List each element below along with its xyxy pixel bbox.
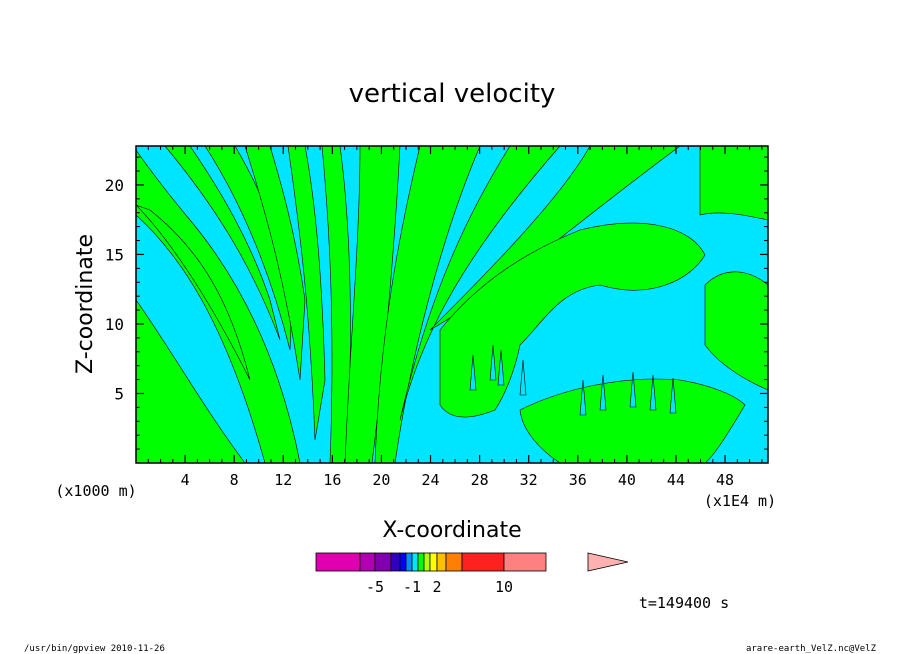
footer-left: /usr/bin/gpview 2010-11-26 bbox=[24, 644, 165, 654]
colorbar-segment bbox=[405, 552, 413, 572]
colorbar-segment bbox=[374, 552, 392, 572]
positive-region-6 bbox=[244, 146, 306, 381]
contour-regions bbox=[136, 146, 768, 463]
x-unit-right: (x1E4 m) bbox=[704, 492, 776, 510]
colorbar-segment bbox=[399, 552, 407, 572]
negative-spike bbox=[629, 371, 637, 408]
x-tick-label: 4 bbox=[181, 471, 190, 489]
plot-area bbox=[135, 145, 769, 464]
x-tick-label: 32 bbox=[520, 471, 538, 489]
x-axis-label: X-coordinate bbox=[382, 518, 521, 543]
positive-region-7 bbox=[287, 146, 326, 441]
colorbar-segment bbox=[417, 552, 425, 572]
colorbar-segment bbox=[359, 552, 376, 572]
positive-region-1 bbox=[136, 299, 246, 463]
colorbar-segment bbox=[411, 552, 419, 572]
y-axis-label: Z-coordinate bbox=[73, 234, 98, 374]
y-tick-label: 20 bbox=[105, 176, 124, 195]
x-tick-label: 28 bbox=[471, 471, 489, 489]
y-axis: 5 10 15 20 bbox=[105, 156, 768, 450]
plot-frame bbox=[135, 145, 769, 464]
colorbar-label: 10 bbox=[495, 578, 513, 596]
colorbar bbox=[315, 552, 629, 572]
x-tick-label: 40 bbox=[618, 471, 636, 489]
colorbar-segment bbox=[461, 552, 505, 572]
colorbar-label: -1 bbox=[403, 578, 421, 596]
colorbar-segment bbox=[315, 552, 361, 572]
x-tick-label: 44 bbox=[667, 471, 685, 489]
x-tick-label: 16 bbox=[323, 471, 341, 489]
negative-spike bbox=[649, 374, 657, 411]
positive-region-15 bbox=[699, 146, 768, 221]
negative-spike bbox=[669, 377, 677, 414]
x-axis: 4 8 12 16 20 24 28 32 36 40 44 48 bbox=[147, 146, 763, 489]
x-tick-label: 24 bbox=[421, 471, 439, 489]
x-tick-label: 48 bbox=[716, 471, 734, 489]
positive-region-16 bbox=[704, 271, 768, 391]
x-unit-left: (x1000 m) bbox=[55, 482, 136, 500]
colorbar-segment bbox=[423, 552, 431, 572]
time-label: t=149400 s bbox=[639, 594, 729, 612]
negative-spike bbox=[519, 359, 527, 396]
colorbar-labels: -5 -1 2 10 bbox=[366, 578, 513, 596]
footer-right: arare-earth_VelZ.nc@VelZ bbox=[746, 644, 877, 654]
negative-spike bbox=[599, 374, 607, 411]
positive-region-3 bbox=[136, 204, 251, 381]
x-tick-label: 12 bbox=[274, 471, 292, 489]
positive-region-8 bbox=[321, 146, 351, 463]
colorbar-segment bbox=[390, 552, 401, 572]
positive-region-11 bbox=[399, 146, 561, 421]
chart-title: vertical velocity bbox=[349, 79, 556, 109]
colorbar-label: -5 bbox=[366, 578, 384, 596]
colorbar-segment bbox=[503, 552, 547, 572]
positive-region-13 bbox=[439, 222, 706, 418]
colorbar-segment bbox=[445, 552, 463, 572]
y-tick-label: 10 bbox=[105, 315, 124, 334]
x-tick-label: 20 bbox=[372, 471, 390, 489]
negative-spike bbox=[579, 379, 587, 416]
negative-spike bbox=[489, 344, 497, 381]
colorbar-label: 2 bbox=[432, 578, 441, 596]
positive-region-4 bbox=[164, 146, 281, 341]
negative-spike bbox=[497, 349, 505, 386]
x-tick-label: 36 bbox=[569, 471, 587, 489]
positive-region-9 bbox=[344, 146, 401, 463]
y-tick-label: 5 bbox=[114, 384, 124, 403]
x-tick-label: 8 bbox=[230, 471, 239, 489]
colorbar-segment bbox=[429, 552, 438, 572]
y-tick-label: 15 bbox=[105, 245, 124, 264]
positive-region-14 bbox=[519, 378, 746, 463]
colorbar-arrow bbox=[587, 552, 629, 572]
colorbar-segment bbox=[436, 552, 447, 572]
negative-spike bbox=[469, 354, 477, 391]
